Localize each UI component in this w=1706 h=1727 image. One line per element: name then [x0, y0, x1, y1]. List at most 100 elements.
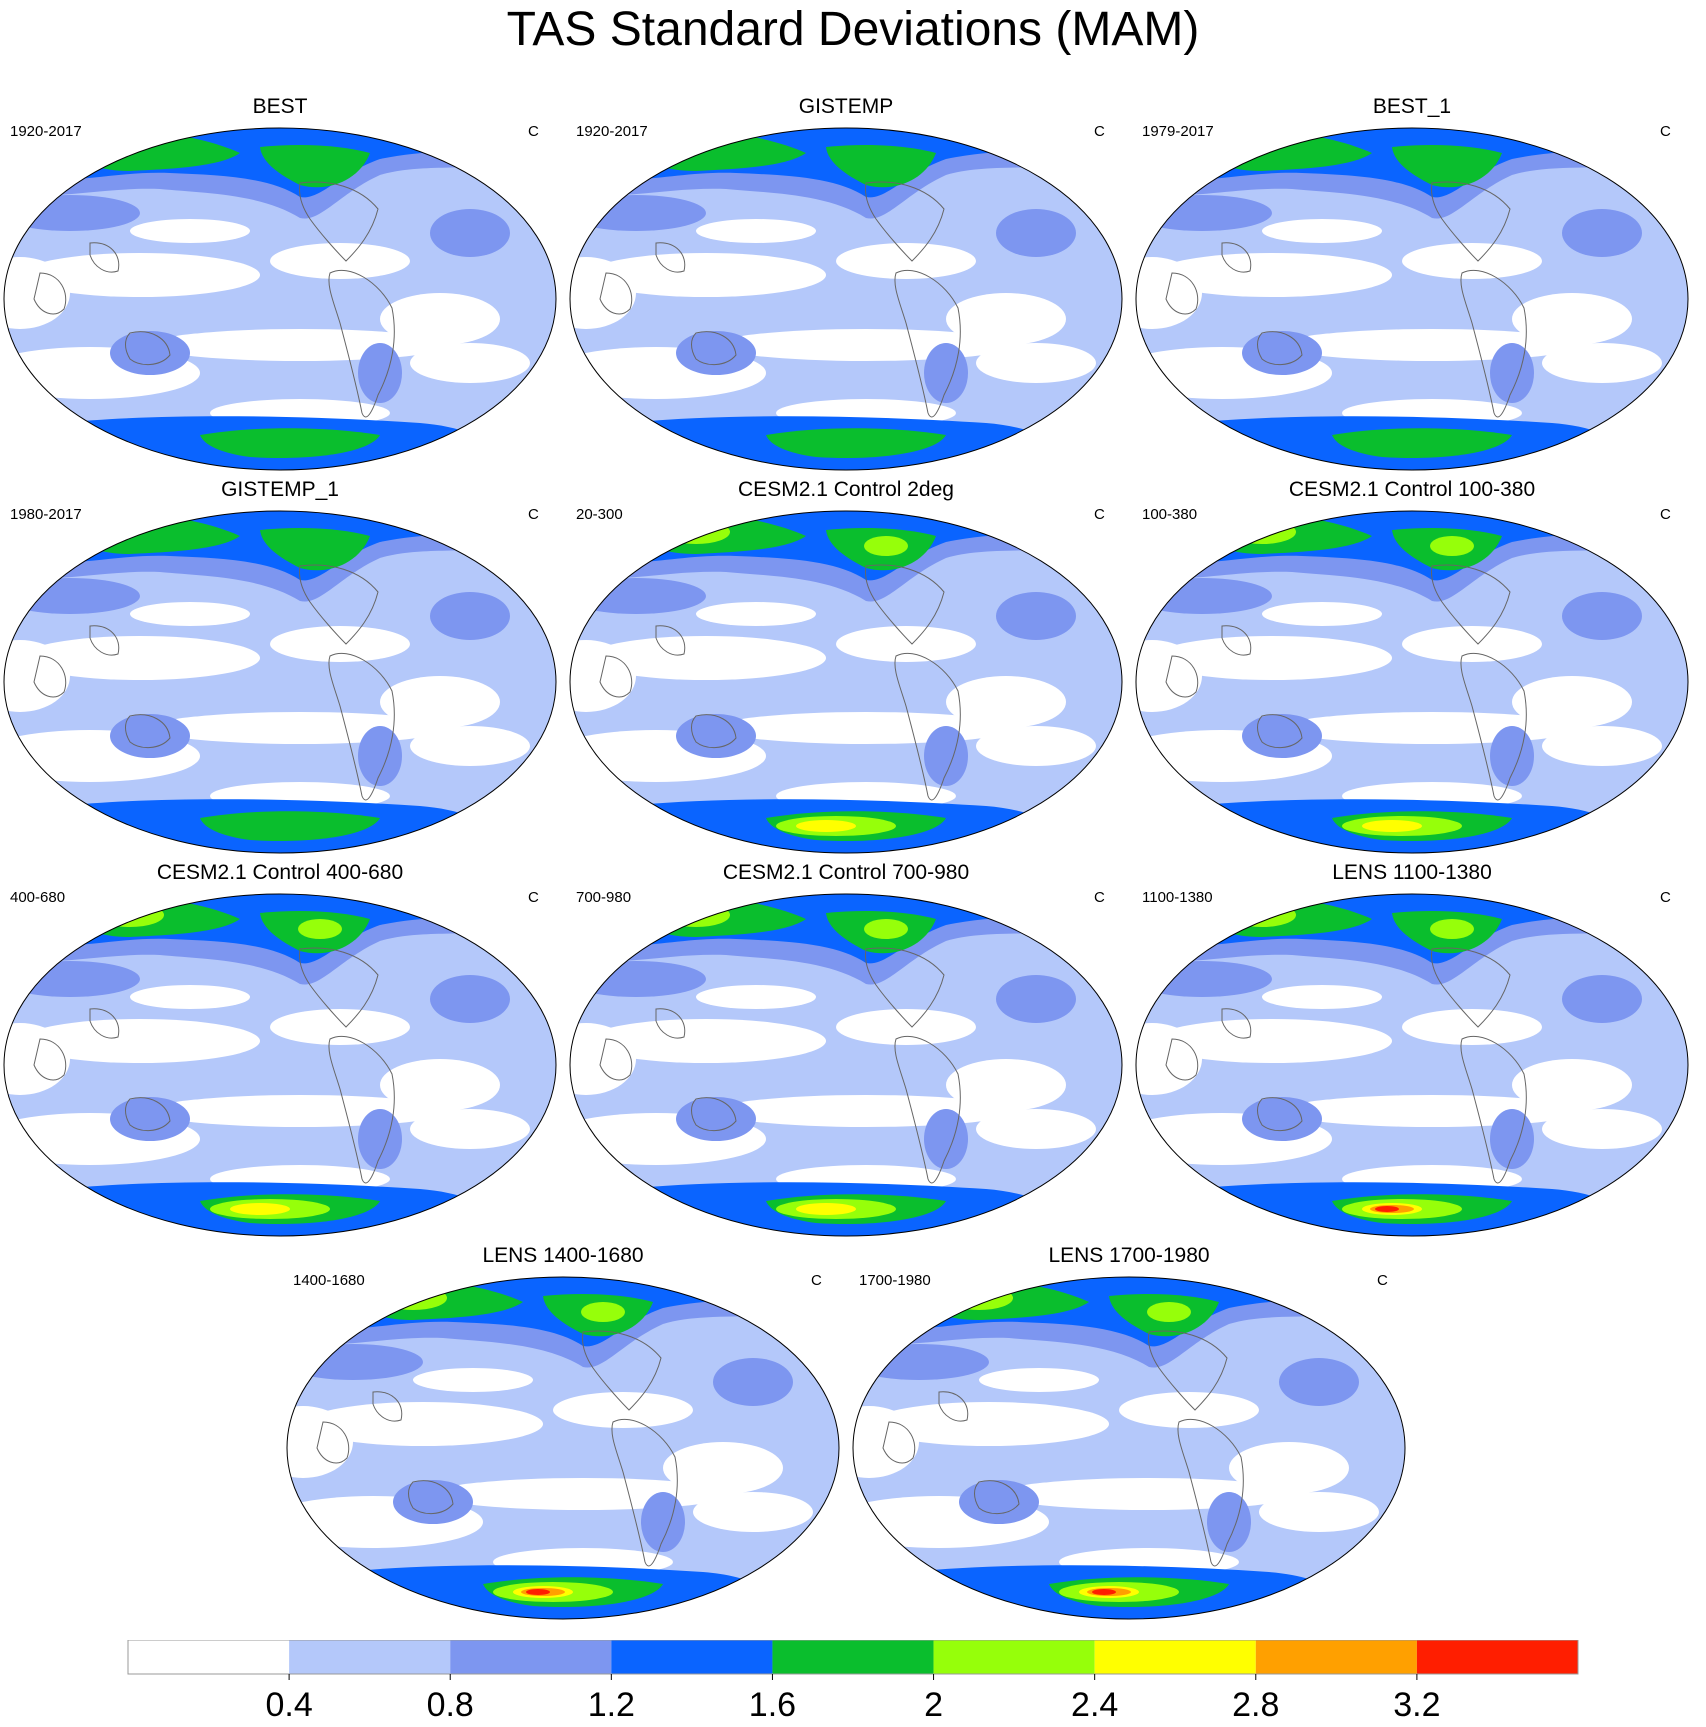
- panel-period: 400-680: [10, 889, 66, 906]
- low-variance-region: [20, 253, 260, 297]
- map-field: [4, 894, 556, 1236]
- colorbar-swatch: [611, 1640, 773, 1674]
- panel-period: 700-980: [576, 889, 632, 906]
- low-variance-region: [1512, 676, 1632, 728]
- map-field: [570, 894, 1122, 1236]
- low-variance-region: [976, 726, 1096, 766]
- map-panel: BEST_1 1979-2017 C: [1132, 95, 1692, 475]
- world-map: [569, 510, 1123, 854]
- panel-period: 1700-1980: [859, 1272, 931, 1289]
- low-variance-region: [976, 1109, 1096, 1149]
- world-map: [3, 510, 557, 854]
- low-variance-region: [433, 1478, 733, 1510]
- map-field: [4, 128, 556, 470]
- map-field: [1136, 128, 1688, 470]
- world-map: [286, 1276, 840, 1620]
- colorbar-swatch: [933, 1640, 1095, 1674]
- low-variance-region: [999, 1478, 1299, 1510]
- low-variance-region: [586, 253, 826, 297]
- colorbar-swatch: [1416, 1640, 1578, 1674]
- world-map: [1135, 893, 1689, 1237]
- low-variance-region: [4, 1023, 70, 1095]
- low-variance-region: [380, 676, 500, 728]
- panel-period: 1979-2017: [1142, 123, 1214, 140]
- map-panel: CESM2.1 Control 700-980 700-980 C: [566, 861, 1126, 1241]
- low-variance-region: [150, 329, 450, 361]
- low-variance-region: [946, 1059, 1066, 1111]
- low-variance-region: [976, 343, 1096, 383]
- low-variance-region: [1152, 253, 1392, 297]
- low-variance-region: [1152, 636, 1392, 680]
- map-panel: CESM2.1 Control 2deg 20-300 C: [566, 478, 1126, 858]
- low-variance-region: [716, 1095, 1016, 1127]
- low-variance-region: [130, 985, 250, 1009]
- panel-unit: C: [1660, 889, 1671, 906]
- low-variance-region: [1282, 1095, 1582, 1127]
- low-variance-region: [1119, 1392, 1259, 1428]
- map-panel: LENS 1400-1680 1400-1680 C: [283, 1244, 843, 1624]
- low-variance-region: [380, 293, 500, 345]
- low-variance-region: [1512, 293, 1632, 345]
- low-variance-region: [1259, 1492, 1379, 1532]
- colorbar-label: 2: [924, 1686, 943, 1724]
- low-variance-region: [716, 329, 1016, 361]
- colorbar-label: 0.8: [427, 1686, 474, 1724]
- panel-unit: C: [528, 123, 539, 140]
- low-variance-region: [287, 1406, 353, 1478]
- low-variance-region: [20, 636, 260, 680]
- low-variance-region: [1136, 257, 1202, 329]
- low-variance-region: [1136, 640, 1202, 712]
- colorbar-swatch: [450, 1640, 612, 1674]
- colorbar-label: 0.4: [265, 1686, 312, 1724]
- panel-unit: C: [1094, 889, 1105, 906]
- panel-unit: C: [811, 1272, 822, 1289]
- panel-period: 1920-2017: [576, 123, 648, 140]
- low-variance-region: [1262, 219, 1382, 243]
- colorbar-swatch: [289, 1640, 451, 1674]
- panel-title: LENS 1400-1680: [482, 1244, 644, 1267]
- map-panel: BEST 1920-2017 C: [0, 95, 560, 475]
- low-variance-region: [1282, 329, 1582, 361]
- map-field: [570, 128, 1122, 470]
- panel-unit: C: [1660, 123, 1671, 140]
- panel-period: 1920-2017: [10, 123, 82, 140]
- figure-title: TAS Standard Deviations (MAM): [506, 3, 1200, 56]
- map-field: [4, 511, 556, 853]
- low-variance-region: [1512, 1059, 1632, 1111]
- low-variance-region: [410, 1109, 530, 1149]
- map-field: [287, 1277, 839, 1619]
- low-variance-region: [693, 1492, 813, 1532]
- low-variance-region: [4, 640, 70, 712]
- low-variance-region: [979, 1368, 1099, 1392]
- panel-period: 1980-2017: [10, 506, 82, 523]
- low-variance-region: [413, 1368, 533, 1392]
- map-panel: LENS 1100-1380 1100-1380 C: [1132, 861, 1692, 1241]
- colorbar-label: 2.4: [1071, 1686, 1118, 1724]
- low-variance-region: [586, 1019, 826, 1063]
- low-variance-region: [836, 1009, 976, 1045]
- low-variance-region: [853, 1406, 919, 1478]
- colorbar-label: 3.2: [1393, 1686, 1440, 1724]
- world-map: [3, 893, 557, 1237]
- panel-period: 100-380: [1142, 506, 1198, 523]
- map-panel: CESM2.1 Control 400-680 400-680 C: [0, 861, 560, 1241]
- map-panel: GISTEMP 1920-2017 C: [566, 95, 1126, 475]
- panel-title: CESM2.1 Control 100-380: [1288, 478, 1536, 501]
- low-variance-region: [1262, 985, 1382, 1009]
- low-variance-region: [586, 636, 826, 680]
- panel-title: CESM2.1 Control 400-680: [156, 861, 404, 884]
- panel-title: BEST_1: [1372, 95, 1452, 118]
- low-variance-region: [663, 1442, 783, 1494]
- panel-unit: C: [528, 889, 539, 906]
- world-map: [569, 127, 1123, 471]
- world-map: [1135, 510, 1689, 854]
- panel-period: 1400-1680: [293, 1272, 365, 1289]
- panel-unit: C: [1377, 1272, 1388, 1289]
- low-variance-region: [1262, 602, 1382, 626]
- low-variance-region: [130, 219, 250, 243]
- low-variance-region: [836, 626, 976, 662]
- panel-title: GISTEMP_1: [221, 478, 339, 501]
- panel-unit: C: [1094, 123, 1105, 140]
- panel-title: LENS 1700-1980: [1048, 1244, 1210, 1267]
- low-variance-region: [1542, 1109, 1662, 1149]
